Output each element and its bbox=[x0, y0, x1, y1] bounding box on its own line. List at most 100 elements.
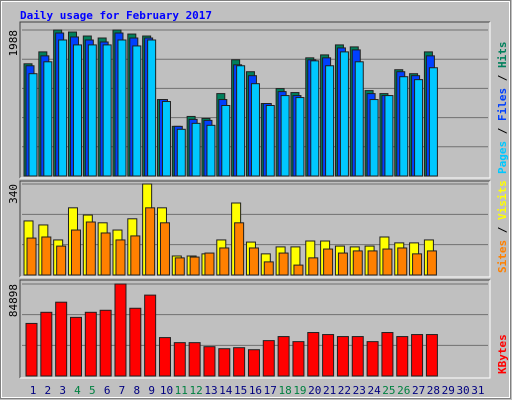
x-tick-label: 2 bbox=[45, 384, 52, 397]
legend: Sites / Visits bbox=[496, 180, 509, 273]
bar bbox=[132, 45, 142, 177]
bar bbox=[352, 250, 363, 276]
bar bbox=[278, 252, 289, 276]
bar bbox=[173, 342, 186, 377]
bar bbox=[428, 67, 438, 177]
bar bbox=[204, 252, 215, 276]
bar bbox=[56, 245, 67, 276]
x-tick-label: 11 bbox=[175, 384, 188, 397]
x-tick-label: 23 bbox=[353, 384, 366, 397]
x-tick-label: 29 bbox=[442, 384, 455, 397]
bar bbox=[236, 65, 246, 177]
x-tick-label: 26 bbox=[397, 384, 410, 397]
bar bbox=[70, 229, 81, 276]
y-tick-label: 340 bbox=[7, 184, 20, 204]
x-tick-label: 4 bbox=[74, 384, 81, 397]
bar bbox=[147, 39, 157, 177]
x-tick-label: 10 bbox=[160, 384, 173, 397]
x-tick-label: 22 bbox=[338, 384, 351, 397]
bar bbox=[191, 122, 201, 177]
chart-title: Daily usage for February 2017 bbox=[20, 9, 212, 22]
bar bbox=[203, 346, 216, 377]
panel-light bbox=[20, 280, 491, 379]
x-tick-label: 8 bbox=[133, 384, 140, 397]
bar bbox=[280, 95, 290, 177]
bar bbox=[25, 322, 38, 377]
legend: KBytes bbox=[496, 334, 509, 374]
legend-separator: / bbox=[496, 220, 509, 240]
bar bbox=[161, 101, 171, 177]
x-tick-label: 14 bbox=[219, 384, 233, 397]
panel-shadow bbox=[19, 180, 490, 277]
bar bbox=[115, 239, 126, 276]
bar bbox=[307, 332, 320, 377]
bar bbox=[369, 99, 379, 177]
bar bbox=[55, 301, 68, 377]
bar bbox=[414, 79, 424, 177]
bar bbox=[263, 261, 274, 276]
bar bbox=[219, 247, 230, 276]
bar bbox=[114, 283, 127, 377]
bar bbox=[366, 341, 379, 377]
x-tick-label: 15 bbox=[234, 384, 247, 397]
x-tick-label: 16 bbox=[249, 384, 262, 397]
bar bbox=[233, 347, 246, 377]
bar bbox=[382, 248, 393, 276]
x-tick-label: 6 bbox=[104, 384, 111, 397]
bar bbox=[262, 340, 275, 377]
bar bbox=[43, 61, 53, 177]
x-tick-label: 31 bbox=[471, 384, 484, 397]
x-tick-label: 1 bbox=[30, 384, 37, 397]
bar bbox=[354, 61, 364, 177]
bar bbox=[325, 65, 335, 177]
bar bbox=[292, 341, 305, 377]
x-tick-label: 3 bbox=[59, 384, 66, 397]
bar bbox=[129, 307, 142, 377]
bar bbox=[206, 124, 216, 177]
bar bbox=[102, 44, 112, 177]
y-tick-label: 84898 bbox=[7, 284, 20, 317]
bar bbox=[322, 334, 335, 377]
x-tick-label: 20 bbox=[308, 384, 321, 397]
bar bbox=[145, 207, 156, 276]
bar bbox=[72, 44, 82, 177]
bar bbox=[265, 104, 275, 177]
bar bbox=[69, 316, 82, 377]
legend: Pages / Files / Hits bbox=[496, 42, 509, 175]
bar bbox=[117, 39, 127, 177]
panel-shadow bbox=[19, 279, 490, 378]
legend-entry: Hits bbox=[496, 42, 509, 69]
bar bbox=[323, 248, 334, 276]
bar bbox=[26, 237, 37, 276]
bar bbox=[87, 44, 97, 177]
bar bbox=[84, 311, 97, 377]
x-tick-label: 28 bbox=[427, 384, 440, 397]
x-tick-label: 17 bbox=[264, 384, 277, 397]
bar bbox=[234, 222, 245, 276]
bar bbox=[336, 336, 349, 377]
x-tick-label: 9 bbox=[148, 384, 155, 397]
bar bbox=[218, 348, 231, 377]
y-tick-label: 1988 bbox=[7, 30, 20, 57]
legend-separator: / bbox=[496, 121, 509, 141]
bar bbox=[384, 95, 394, 177]
bar bbox=[293, 264, 304, 276]
bar bbox=[411, 334, 424, 377]
bar bbox=[144, 294, 157, 377]
bar bbox=[248, 247, 259, 276]
x-tick-label: 24 bbox=[367, 384, 381, 397]
bar bbox=[158, 337, 171, 377]
bar bbox=[277, 336, 290, 377]
bar bbox=[295, 97, 305, 177]
bar bbox=[426, 250, 437, 276]
bar bbox=[28, 73, 38, 177]
bar bbox=[250, 83, 260, 177]
bar bbox=[339, 51, 349, 177]
x-tick-label: 12 bbox=[190, 384, 203, 397]
bar bbox=[174, 257, 185, 276]
bar bbox=[351, 336, 364, 377]
x-tick-label: 30 bbox=[456, 384, 469, 397]
bar bbox=[412, 253, 423, 276]
